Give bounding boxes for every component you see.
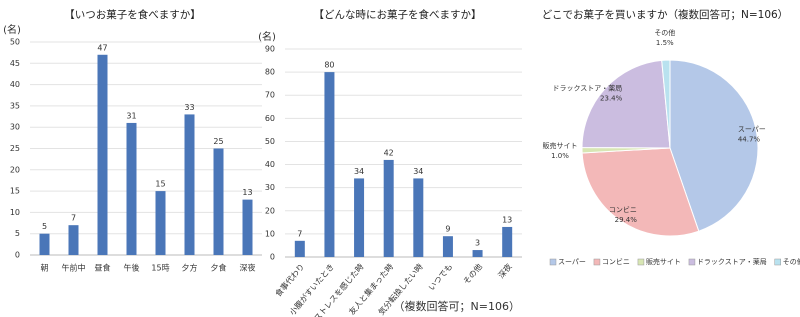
chart-title: 【どんな時にお菓子を食べますか】	[314, 8, 482, 21]
y-tick-label: 10	[10, 208, 20, 217]
slice-label: ドラックストア・薬局	[552, 83, 622, 92]
x-tick-label: その他	[461, 261, 484, 286]
bar	[413, 178, 424, 257]
y-tick-label: 50	[10, 38, 20, 47]
bar	[324, 72, 335, 257]
y-tick-label: 40	[265, 160, 275, 169]
slice-value: 29.4%	[615, 216, 638, 224]
bar	[242, 199, 253, 255]
x-tick-label: 夕方	[182, 263, 198, 273]
slice-label: その他	[654, 28, 675, 37]
y-axis-label: (名)	[3, 23, 21, 36]
pie-slice	[669, 59, 759, 232]
bar	[97, 54, 108, 255]
legend-label: その他	[783, 257, 800, 266]
y-tick-label: 90	[265, 45, 275, 54]
y-tick-label: 20	[265, 206, 275, 215]
x-tick-label: 午後	[124, 263, 140, 273]
chart-title: 【いつお菓子を食べますか】	[64, 8, 201, 21]
slice-label: スーパー	[738, 126, 766, 134]
data-label: 34	[413, 167, 423, 176]
data-label: 3	[475, 239, 480, 248]
data-label: 80	[324, 61, 334, 70]
y-tick-label: 45	[10, 59, 20, 68]
bar	[155, 191, 166, 255]
y-tick-label: 70	[265, 91, 275, 100]
data-label: 33	[184, 103, 194, 112]
data-label: 15	[155, 180, 165, 189]
legend-label: ドラックストア・薬局	[697, 257, 767, 266]
data-label: 31	[126, 111, 136, 120]
legend-swatch	[688, 258, 696, 266]
y-axis-label: (名)	[258, 30, 276, 43]
note: （複数回答可；N=106）	[394, 299, 520, 313]
x-tick-label: 昼食	[95, 263, 111, 273]
bar	[383, 159, 394, 257]
y-tick-label: 50	[265, 137, 275, 146]
y-tick-label: 5	[15, 229, 20, 238]
bar	[68, 225, 79, 255]
data-label: 13	[242, 188, 252, 197]
legend-label: コンビニ	[602, 257, 630, 266]
y-tick-label: 60	[265, 114, 275, 123]
y-tick-label: 10	[265, 229, 275, 238]
data-label: 25	[213, 137, 223, 146]
x-tick-label: 深夜	[240, 263, 256, 273]
legend-label: 販売サイト	[646, 257, 681, 266]
bar	[354, 178, 365, 257]
legend-swatch	[637, 258, 645, 266]
slice-value: 44.7%	[738, 136, 761, 144]
data-label: 13	[502, 215, 512, 224]
bar	[472, 250, 483, 257]
y-tick-label: 0	[15, 251, 20, 260]
slice-label: 販売サイト	[543, 141, 578, 150]
y-tick-label: 35	[10, 101, 20, 110]
bar	[442, 236, 453, 257]
x-tick-label: 午前中	[62, 263, 86, 273]
x-tick-label: 深夜	[496, 261, 514, 280]
y-tick-label: 15	[10, 187, 20, 196]
legend-label: スーパー	[558, 258, 586, 266]
x-tick-label: 食事代わり	[273, 261, 306, 298]
data-label: 34	[354, 167, 364, 176]
y-tick-label: 40	[10, 80, 20, 89]
data-label: 42	[384, 148, 394, 157]
bar	[502, 226, 513, 257]
slice-label: コンビニ	[609, 205, 637, 214]
y-tick-label: 30	[265, 183, 275, 192]
legend-swatch	[593, 258, 601, 266]
bar	[294, 240, 305, 257]
data-label: 7	[71, 214, 76, 223]
bar	[213, 148, 224, 255]
y-tick-label: 0	[270, 253, 275, 262]
pie-slice	[581, 147, 700, 237]
data-label: 5	[42, 222, 47, 231]
legend-swatch	[549, 258, 557, 266]
bar	[126, 122, 137, 255]
y-tick-label: 30	[10, 123, 20, 132]
y-tick-label: 25	[10, 144, 20, 153]
y-tick-label: 20	[10, 165, 20, 174]
data-label: 9	[445, 225, 450, 234]
slice-value: 1.5%	[656, 39, 674, 47]
x-tick-label: 朝	[41, 264, 49, 273]
bar	[39, 233, 50, 255]
y-tick-label: 80	[265, 68, 275, 77]
bar	[184, 114, 195, 255]
x-tick-label: いつでも	[427, 262, 454, 292]
data-label: 47	[97, 43, 107, 52]
chart-title: どこでお菓子を買いますか（複数回答可；N=106）	[542, 8, 788, 21]
x-tick-label: 15時	[151, 264, 169, 273]
slice-value: 23.4%	[600, 94, 623, 102]
data-label: 7	[297, 229, 302, 238]
legend-swatch	[774, 258, 781, 266]
pie-slice	[581, 59, 671, 149]
slice-value: 1.0%	[551, 152, 569, 160]
x-tick-label: 夕食	[211, 263, 227, 273]
pie-slice	[661, 59, 671, 149]
